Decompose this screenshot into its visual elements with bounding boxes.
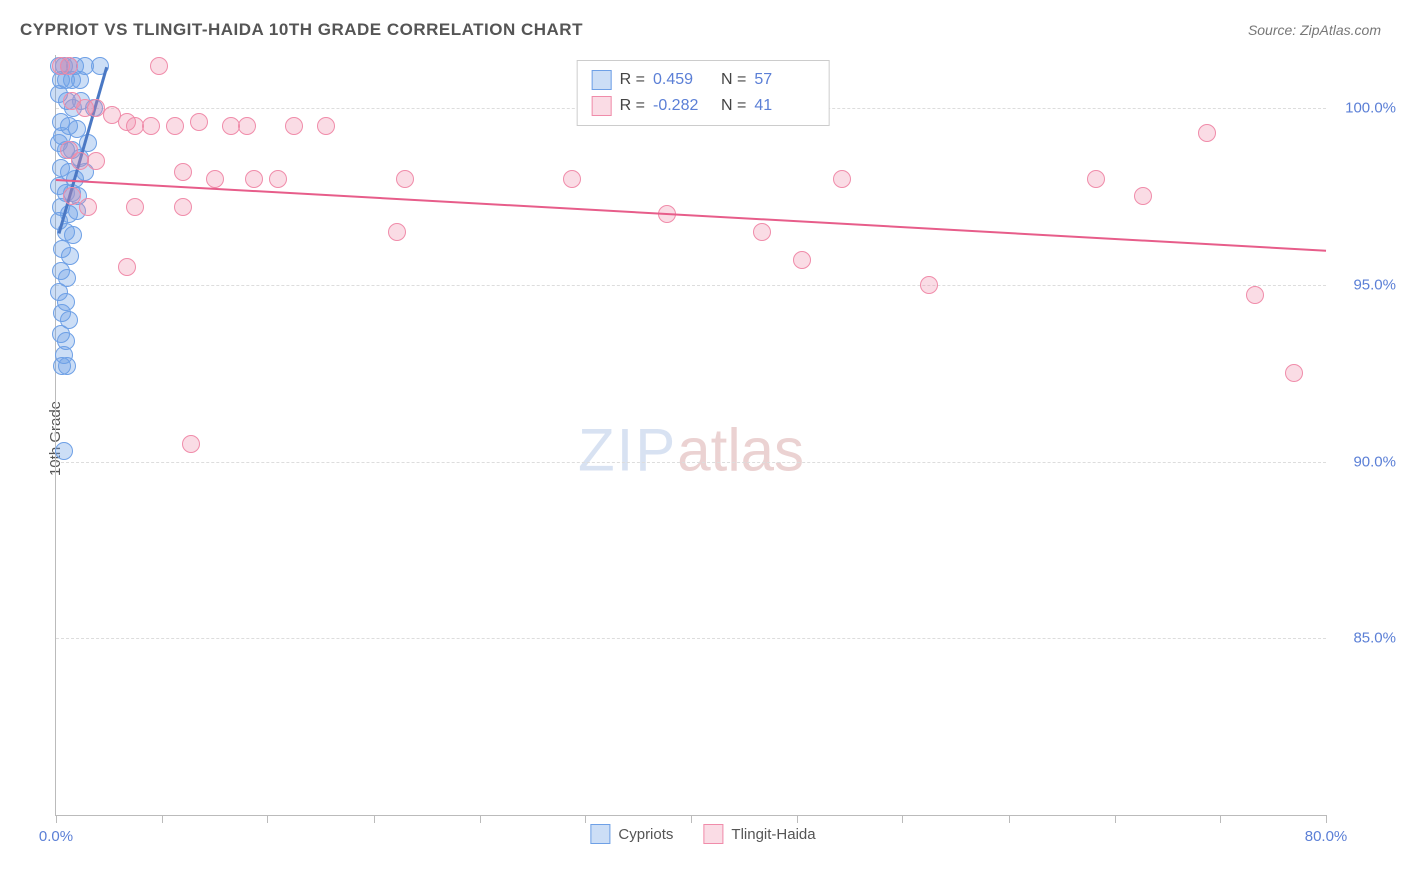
gridline-h [56, 285, 1326, 286]
scatter-point [285, 117, 303, 135]
n-label: N = [721, 97, 746, 115]
scatter-point [150, 57, 168, 75]
y-tick-label: 100.0% [1336, 100, 1396, 117]
scatter-point [142, 117, 160, 135]
scatter-point [1134, 187, 1152, 205]
x-tick [1009, 815, 1010, 823]
x-tick [797, 815, 798, 823]
scatter-point [190, 113, 208, 131]
legend-row: R = 0.459 N = 57 [592, 67, 815, 93]
trend-line [56, 179, 1326, 252]
legend-label: Tlingit-Haida [731, 826, 815, 843]
scatter-point [1285, 364, 1303, 382]
x-tick [585, 815, 586, 823]
scatter-point [388, 223, 406, 241]
scatter-point [79, 198, 97, 216]
x-tick [162, 815, 163, 823]
scatter-point [60, 57, 78, 75]
legend-swatch [703, 824, 723, 844]
scatter-point [920, 276, 938, 294]
r-value: 0.459 [653, 71, 713, 89]
scatter-point [1246, 286, 1264, 304]
x-tick [1115, 815, 1116, 823]
gridline-h [56, 462, 1326, 463]
scatter-point [269, 170, 287, 188]
scatter-point [174, 198, 192, 216]
scatter-point [1198, 124, 1216, 142]
r-label: R = [620, 71, 645, 89]
legend-swatch [590, 824, 610, 844]
n-value: 41 [754, 97, 814, 115]
r-label: R = [620, 97, 645, 115]
x-tick [902, 815, 903, 823]
scatter-point [396, 170, 414, 188]
legend-row: R = -0.282 N = 41 [592, 93, 815, 119]
y-tick-label: 85.0% [1336, 630, 1396, 647]
y-tick-label: 90.0% [1336, 453, 1396, 470]
n-value: 57 [754, 71, 814, 89]
series-legend: Cypriots Tlingit-Haida [590, 824, 815, 844]
watermark-part1: ZIP [578, 417, 677, 484]
plot-area: ZIPatlas 85.0%90.0%95.0%100.0%0.0%80.0% [55, 55, 1326, 816]
scatter-point [833, 170, 851, 188]
x-tick-label: 80.0% [1305, 828, 1348, 845]
scatter-point [55, 442, 73, 460]
scatter-point [174, 163, 192, 181]
scatter-point [126, 198, 144, 216]
x-tick [267, 815, 268, 823]
legend-label: Cypriots [618, 826, 673, 843]
chart-container: CYPRIOT VS TLINGIT-HAIDA 10TH GRADE CORR… [0, 0, 1406, 892]
scatter-point [63, 187, 81, 205]
x-tick [480, 815, 481, 823]
gridline-h [56, 638, 1326, 639]
x-tick [1326, 815, 1327, 823]
legend-swatch [592, 70, 612, 90]
x-tick [56, 815, 57, 823]
scatter-point [753, 223, 771, 241]
source-label: Source: ZipAtlas.com [1248, 22, 1381, 38]
n-label: N = [721, 71, 746, 89]
scatter-point [245, 170, 263, 188]
watermark-part2: atlas [677, 417, 804, 484]
legend-item: Cypriots [590, 824, 673, 844]
scatter-point [317, 117, 335, 135]
scatter-point [1087, 170, 1105, 188]
scatter-point [238, 117, 256, 135]
watermark: ZIPatlas [578, 416, 804, 485]
scatter-point [118, 258, 136, 276]
correlation-legend: R = 0.459 N = 57 R = -0.282 N = 41 [577, 60, 830, 126]
scatter-point [563, 170, 581, 188]
legend-item: Tlingit-Haida [703, 824, 815, 844]
x-tick [691, 815, 692, 823]
scatter-point [206, 170, 224, 188]
r-value: -0.282 [653, 97, 713, 115]
scatter-point [87, 152, 105, 170]
x-tick [374, 815, 375, 823]
chart-title: CYPRIOT VS TLINGIT-HAIDA 10TH GRADE CORR… [20, 20, 583, 40]
x-tick-label: 0.0% [39, 828, 73, 845]
scatter-point [58, 357, 76, 375]
legend-swatch [592, 96, 612, 116]
scatter-point [166, 117, 184, 135]
y-tick-label: 95.0% [1336, 276, 1396, 293]
x-tick [1220, 815, 1221, 823]
scatter-point [182, 435, 200, 453]
scatter-point [71, 71, 89, 89]
scatter-point [793, 251, 811, 269]
